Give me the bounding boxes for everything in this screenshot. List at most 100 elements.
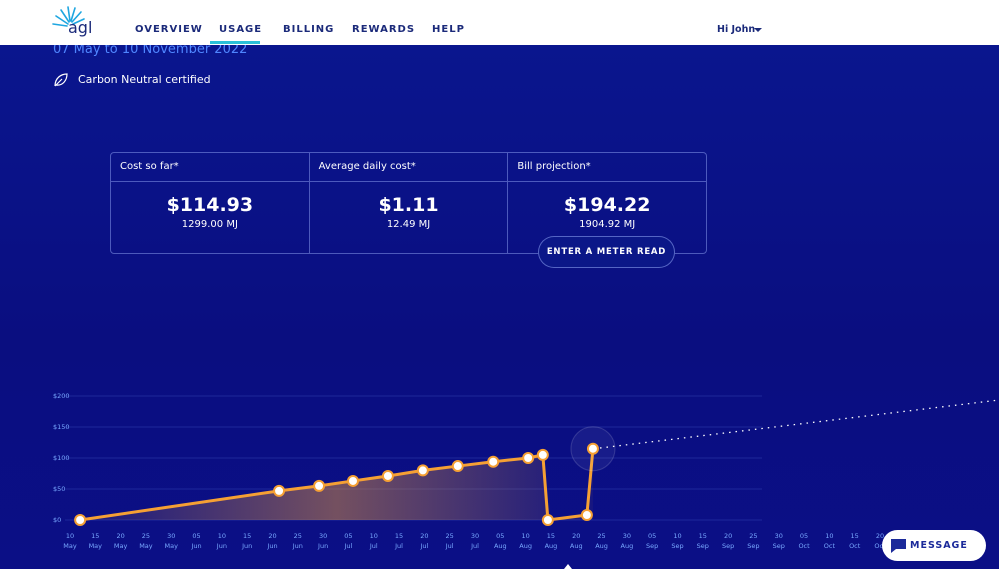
x-tick-day: 15 (395, 532, 403, 540)
x-tick-month: Jun (266, 542, 277, 550)
x-tick-day: 25 (597, 532, 605, 540)
chart: $0 $50 $100 $150 $200 10 May 15 May 20 May 25 May 30 M… (53, 392, 999, 569)
projection-line (599, 399, 999, 449)
x-tick-day: 25 (446, 532, 454, 540)
x-tick-month: Jul (419, 542, 428, 550)
logo-mark[interactable] (52, 6, 92, 38)
x-tick-day: 30 (319, 532, 327, 540)
x-tick-day: 15 (851, 532, 859, 540)
x-tick-day: 15 (699, 532, 707, 540)
nav-link[interactable]: REWARDS (352, 24, 416, 35)
x-tick-month: Oct (874, 542, 886, 550)
x-tick-month: Aug (570, 542, 583, 550)
x-tick-month: Jul (344, 542, 353, 550)
card-value: $1.11 (378, 194, 439, 216)
today-marker (564, 564, 572, 569)
card-usage: 12.49 MJ (386, 219, 431, 230)
x-tick-month: Jun (292, 542, 303, 550)
point (416, 464, 429, 477)
x-tick-day: 10 (673, 532, 681, 540)
caret[interactable] (754, 28, 762, 33)
message-button[interactable]: MESSAGE US (882, 530, 986, 561)
x-tick-day: 10 (66, 532, 74, 540)
x-tick-day: 10 (521, 532, 529, 540)
nav-bar: agl OVERVIEW USAGE BILLING REWARDS HELP … (0, 0, 999, 45)
x-tick-day: 25 (294, 532, 302, 540)
point (580, 509, 593, 522)
x-tick-day: 05 (800, 532, 808, 540)
x-tick-day: 05 (344, 532, 352, 540)
x-tick-month: Jun (317, 542, 328, 550)
x-tick-month: May (63, 542, 77, 550)
logo-text[interactable]: agl (68, 18, 93, 37)
x-tick-month: Aug (621, 542, 634, 550)
x-tick-month: Oct (798, 542, 810, 550)
meter-read-button[interactable]: ENTER A METER READ (538, 236, 675, 268)
leaf-icon (54, 73, 68, 87)
x-tick-month: Sep (671, 542, 683, 550)
x-tick-day: 20 (116, 532, 124, 540)
card: Average daily cost* $1.11 12.49 MJ (309, 153, 509, 253)
x-tick-month: Jul (394, 542, 403, 550)
x-tick-day: 10 (370, 532, 378, 540)
card-usage: 1299.00 MJ (181, 219, 238, 230)
y-tick-label: $100 (53, 454, 70, 462)
x-tick-month: Aug (545, 542, 558, 550)
x-tick-month: Oct (824, 542, 836, 550)
point (74, 514, 87, 526)
x-tick-day: 05 (496, 532, 504, 540)
x-tick-month: Sep (646, 542, 658, 550)
nav-link[interactable]: BILLING (283, 24, 335, 35)
x-tick-day: 30 (775, 532, 783, 540)
x-tick-month: May (165, 542, 179, 550)
x-tick-day: 10 (825, 532, 833, 540)
x-tick-day: 20 (876, 532, 884, 540)
x-tick-month: Aug (595, 542, 608, 550)
x-tick-month: Sep (697, 542, 709, 550)
x-tick-day: 05 (648, 532, 656, 540)
point (273, 484, 286, 497)
x-tick-month: May (114, 542, 128, 550)
x-tick-day: 30 (167, 532, 175, 540)
x-tick-month: Sep (773, 542, 785, 550)
chat-icon (891, 539, 906, 553)
nav-link[interactable]: HELP (432, 24, 465, 35)
card-label: Cost so far* (111, 153, 309, 182)
x-tick-day: 05 (192, 532, 200, 540)
x-tick-day: 20 (268, 532, 276, 540)
x-tick-month: Aug (494, 542, 507, 550)
x-tick-day: 20 (572, 532, 580, 540)
x-tick-day: 30 (623, 532, 631, 540)
x-tick-month: Sep (722, 542, 734, 550)
x-tick-day: 20 (420, 532, 428, 540)
x-tick-day: 20 (724, 532, 732, 540)
x-tick-day: 25 (142, 532, 150, 540)
nav-link[interactable]: USAGE (219, 24, 263, 35)
summary-cards: Cost so far* $114.93 1299.00 MJ Average da… (110, 152, 707, 254)
point (522, 452, 535, 464)
badge: Carbon Neutral certified (78, 73, 211, 86)
card-value: $114.93 (166, 194, 254, 216)
point (381, 469, 394, 482)
x-tick-month: Jul (445, 542, 454, 550)
active-underline (210, 41, 260, 44)
y-tick-label: $200 (53, 392, 70, 400)
x-tick-month: Jun (190, 542, 201, 550)
card-value: $194.22 (563, 194, 651, 216)
x-tick-day: 30 (471, 532, 479, 540)
nav-link[interactable]: OVERVIEW (135, 24, 203, 35)
card-label: Average daily cost* (309, 153, 508, 182)
x-tick-day: 15 (91, 532, 99, 540)
card-usage: 1904.92 MJ (579, 219, 636, 230)
x-tick-day: 15 (243, 532, 251, 540)
user-menu[interactable]: Hi John (717, 24, 756, 35)
point (451, 460, 464, 473)
card: Bill projection* $194.22 1904.92 MJ (508, 153, 707, 253)
card: Cost so far* $114.93 1299.00 MJ (111, 153, 310, 253)
x-tick-day: 15 (547, 532, 555, 540)
x-tick-month: Jul (470, 542, 479, 550)
message-label: MESSAGE US (910, 540, 968, 551)
x-tick-day: 10 (218, 532, 226, 540)
period: 07 May to 10 November 2022 (53, 42, 248, 57)
